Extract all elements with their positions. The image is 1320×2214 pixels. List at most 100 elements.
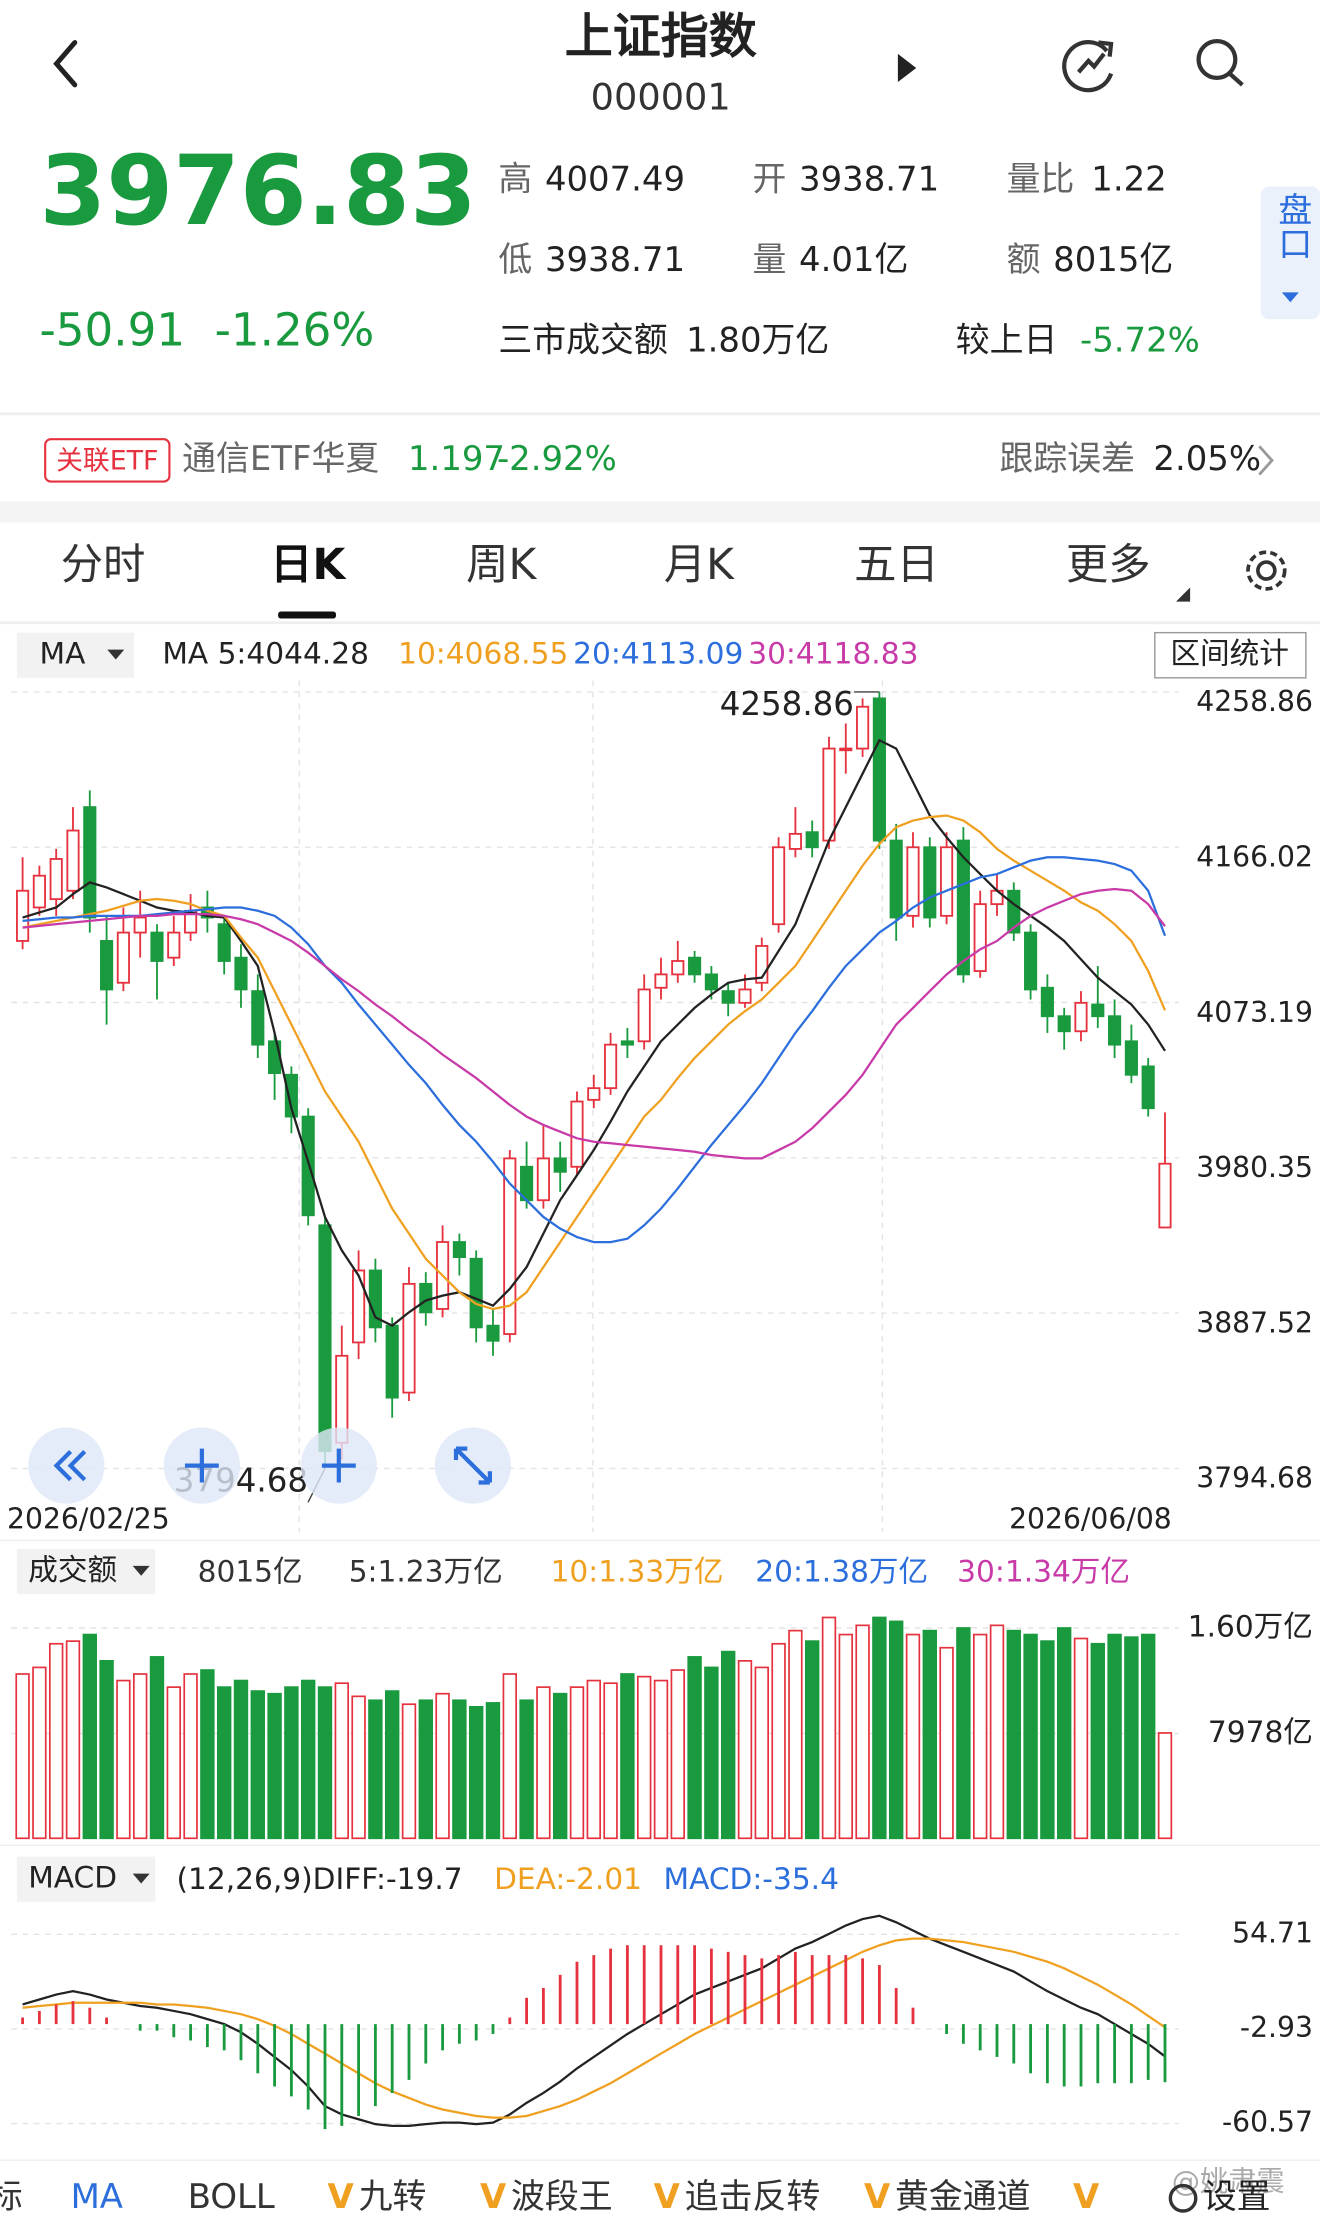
candle-body	[973, 903, 987, 972]
legend-entry: 30:1.34万亿	[957, 1553, 1130, 1588]
next-button[interactable]	[897, 53, 917, 83]
volume-bar	[603, 1682, 618, 1840]
volume-bar	[132, 1673, 148, 1840]
volume-bar	[771, 1642, 786, 1840]
plots: 4258.86 4166.02 4073.19 3980.35 3887.52 3794.…	[7, 636, 1313, 2139]
stat-value: 4.01亿	[799, 240, 908, 279]
candle-body	[234, 956, 248, 991]
settings[interactable]: 设置	[1203, 2177, 1271, 2214]
volume-bar	[754, 1666, 769, 1840]
volume-bar	[552, 1692, 568, 1840]
volume-bar	[1140, 1633, 1156, 1840]
candle-body	[49, 858, 63, 901]
volume-bar	[15, 1673, 30, 1840]
candle-body	[637, 988, 651, 1043]
tab[interactable]: 分时	[61, 540, 146, 589]
etf-price: 1.197	[408, 439, 505, 478]
volume-bar	[250, 1690, 265, 1840]
volume-bar	[972, 1633, 988, 1840]
volume-bar	[956, 1627, 971, 1840]
volume-bar	[670, 1669, 685, 1840]
tracking-label: 跟踪误差	[1000, 439, 1136, 478]
candle-body	[755, 945, 769, 984]
volume-bar	[267, 1692, 282, 1840]
y-tick-label: -2.93	[1240, 2011, 1313, 2044]
etf-name[interactable]: 通信ETF华夏	[182, 439, 379, 478]
tab[interactable]: 更多	[1066, 540, 1151, 589]
macd-line	[22, 1914, 1166, 2127]
candle-body	[721, 990, 735, 1004]
chevron[interactable]	[1258, 445, 1274, 476]
candle-body	[1024, 931, 1038, 991]
candle-body	[419, 1282, 433, 1314]
volume-bar	[317, 1686, 333, 1840]
range-button[interactable]	[1154, 631, 1307, 679]
candle-body	[452, 1241, 466, 1259]
indicator-box[interactable]	[16, 1856, 156, 1902]
volume-bar	[216, 1686, 232, 1840]
y-tick-label: 4258.86	[1196, 685, 1313, 718]
search-button[interactable]	[1196, 39, 1244, 87]
code: 000001	[591, 76, 731, 119]
candle-body	[620, 1040, 634, 1046]
price: 3976.83	[40, 135, 477, 247]
candle-body	[570, 1100, 584, 1168]
volume-bar	[452, 1699, 467, 1840]
legend-entry: 30:4118.83	[748, 636, 918, 671]
scroll-left[interactable]	[28, 1427, 105, 1504]
tab[interactable]: 五日	[854, 540, 939, 589]
y-tick-label: -60.57	[1222, 2106, 1313, 2139]
volume-bar	[855, 1624, 870, 1840]
y-tick-label: 3794.68	[1196, 1462, 1313, 1495]
candle-body	[872, 697, 886, 842]
tab[interactable]: 月K	[664, 540, 735, 589]
candle-body	[604, 1043, 618, 1090]
side-tab[interactable]	[1260, 186, 1320, 320]
toolbar-item[interactable]: BOLL	[188, 2177, 275, 2214]
toolbar-item[interactable]: 标	[0, 2177, 23, 2214]
tab[interactable]: 周K	[466, 540, 537, 589]
refresh-button[interactable]	[1062, 40, 1114, 93]
toolbar-item[interactable]: MA	[71, 2177, 123, 2214]
legend-entry: DEA:-2.01	[494, 1861, 642, 1896]
back-button[interactable]	[53, 40, 78, 88]
toolbar-item[interactable]: 黄金通道	[895, 2177, 1031, 2214]
toolbar-item[interactable]: 追击反转	[685, 2177, 821, 2214]
legend-entry: 20:1.38万亿	[755, 1553, 928, 1588]
candle-body	[688, 956, 702, 976]
volume-bar	[384, 1690, 400, 1840]
band	[0, 501, 1320, 523]
tab-underline	[278, 611, 336, 619]
candle-body	[1141, 1065, 1155, 1110]
candle-body	[822, 747, 836, 842]
badge: V	[654, 2177, 681, 2214]
tab[interactable]: 日K	[270, 540, 347, 589]
candle-body	[923, 846, 937, 919]
candle-body	[368, 1269, 382, 1329]
settings-button[interactable]	[1246, 550, 1287, 591]
volume-bar	[788, 1629, 803, 1840]
volume-bar	[720, 1650, 736, 1840]
watermark: @姚肃震	[1172, 2165, 1285, 2198]
range-button-label: 区间统计	[1170, 636, 1289, 671]
volume-bar	[1107, 1633, 1122, 1840]
y-tick-label: 7978亿	[1208, 1714, 1313, 1749]
volume-bar	[821, 1616, 837, 1840]
candle-body	[318, 1224, 332, 1453]
title: 上证指数	[565, 9, 757, 65]
toolbar-item[interactable]: 九转	[359, 2177, 427, 2214]
candle-body	[788, 832, 802, 850]
volume-bar	[368, 1699, 383, 1840]
x-tick-label: 2026/06/08	[1009, 1503, 1172, 1536]
volume-bar	[653, 1679, 669, 1840]
candle-body	[704, 973, 718, 991]
stat-label: 开	[752, 159, 786, 198]
candle-body	[1007, 889, 1021, 934]
candle-body	[889, 839, 903, 919]
toolbar-item[interactable]: 波段王	[511, 2177, 613, 2214]
volume-bar	[1090, 1642, 1105, 1840]
candle-body	[402, 1282, 416, 1394]
change-pct: -1.26%	[215, 303, 375, 356]
indicator: MA	[40, 636, 87, 671]
indicator-box[interactable]	[16, 1548, 156, 1595]
